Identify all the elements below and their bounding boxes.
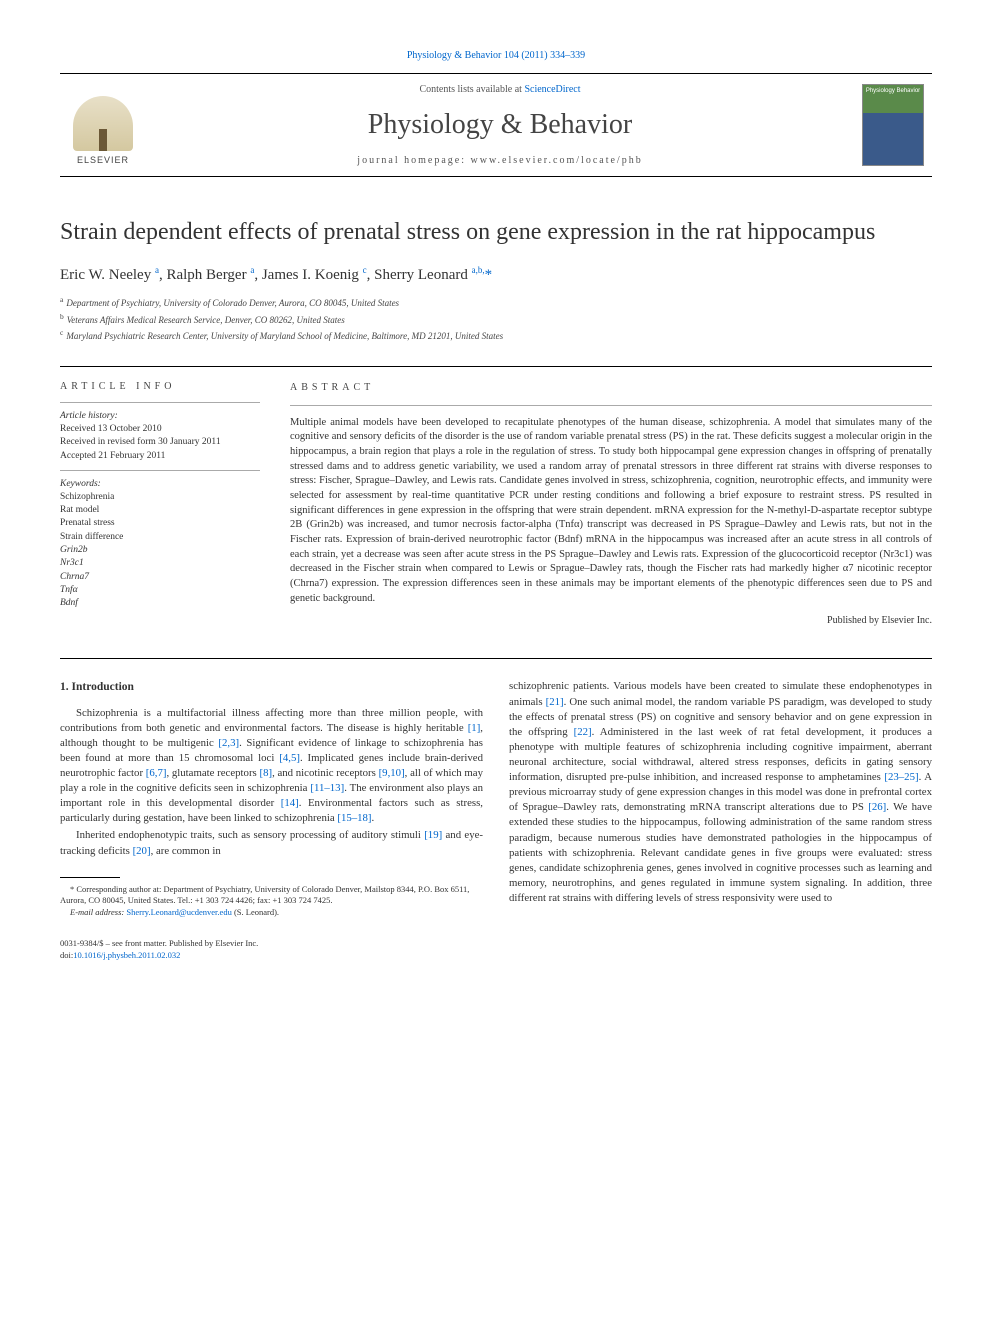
article-title: Strain dependent effects of prenatal str…: [60, 217, 932, 247]
keyword: Chrna7: [60, 571, 260, 584]
contents-line: Contents lists available at ScienceDirec…: [138, 84, 862, 95]
history-label: Article history:: [60, 411, 260, 421]
footnotes: * Corresponding author at: Department of…: [60, 884, 483, 918]
ref-link[interactable]: [4,5]: [279, 752, 300, 764]
divider: [60, 366, 932, 367]
article-info: ARTICLE INFO Article history: Received 1…: [60, 381, 260, 629]
authors-list: Eric W. Neeley a, Ralph Berger a, James …: [60, 267, 485, 283]
email-label: E-mail address:: [70, 907, 126, 917]
ref-link[interactable]: [14]: [281, 797, 299, 809]
affiliation-a: aDepartment of Psychiatry, University of…: [60, 294, 932, 311]
ref-link[interactable]: [15–18]: [337, 812, 371, 824]
aff-text: Maryland Psychiatric Research Center, Un…: [66, 331, 503, 341]
contents-prefix: Contents lists available at: [419, 84, 524, 95]
doi-label: doi:: [60, 950, 73, 960]
affiliations: aDepartment of Psychiatry, University of…: [60, 294, 932, 344]
bottom-info: 0031-9384/$ – see front matter. Publishe…: [60, 938, 483, 961]
header-center: Contents lists available at ScienceDirec…: [138, 84, 862, 166]
aff-sup: a: [60, 295, 63, 304]
aff-text: Veterans Affairs Medical Research Servic…: [67, 315, 345, 325]
footnote-divider: [60, 877, 120, 878]
page: Physiology & Behavior 104 (2011) 334–339…: [0, 0, 992, 1001]
paragraph: schizophrenic patients. Various models h…: [509, 679, 932, 906]
ref-link[interactable]: [19]: [424, 829, 442, 841]
keyword: Bdnf: [60, 597, 260, 610]
ref-link[interactable]: [2,3]: [218, 737, 239, 749]
keyword: Grin2b: [60, 544, 260, 557]
ref-link[interactable]: [21]: [546, 696, 564, 708]
body-text: , glutamate receptors: [166, 767, 259, 779]
affiliation-c: cMaryland Psychiatric Research Center, U…: [60, 327, 932, 344]
body-right-col: schizophrenic patients. Various models h…: [509, 679, 932, 961]
info-abstract-row: ARTICLE INFO Article history: Received 1…: [60, 381, 932, 629]
body-text: Schizophrenia is a multifactorial illnes…: [60, 707, 483, 734]
body-text: .: [372, 812, 375, 824]
keyword: Strain difference: [60, 531, 260, 544]
body-text: Inherited endophenotypic traits, such as…: [76, 829, 424, 841]
paragraph: Schizophrenia is a multifactorial illnes…: [60, 706, 483, 827]
keywords-list: Schizophrenia Rat model Prenatal stress …: [60, 491, 260, 611]
ref-link[interactable]: [26]: [868, 801, 886, 813]
paragraph: Inherited endophenotypic traits, such as…: [60, 828, 483, 858]
front-matter-line: 0031-9384/$ – see front matter. Publishe…: [60, 938, 483, 949]
email-who: (S. Leonard).: [232, 907, 279, 917]
ref-link[interactable]: [20]: [133, 845, 151, 857]
body-text: , are common in: [151, 845, 221, 857]
body-columns: 1. Introduction Schizophrenia is a multi…: [60, 679, 932, 961]
citation-link[interactable]: Physiology & Behavior 104 (2011) 334–339: [407, 50, 585, 61]
ref-link[interactable]: [23–25]: [884, 771, 918, 783]
journal-cover-thumb: Physiology Behavior: [862, 84, 924, 166]
history-received: Received 13 October 2010: [60, 423, 260, 437]
affiliation-b: bVeterans Affairs Medical Research Servi…: [60, 311, 932, 328]
ref-link[interactable]: [6,7]: [146, 767, 167, 779]
history-revised: Received in revised form 30 January 2011: [60, 436, 260, 450]
corresponding-author-mark[interactable]: *: [485, 267, 493, 283]
keyword: Tnfα: [60, 584, 260, 597]
email-link[interactable]: Sherry.Leonard@ucdenver.edu: [126, 907, 231, 917]
abstract-publisher: Published by Elsevier Inc.: [290, 614, 932, 628]
elsevier-logo: ELSEVIER: [68, 85, 138, 165]
homepage-url: www.elsevier.com/locate/phb: [471, 155, 643, 166]
cover-thumb-text: Physiology Behavior: [866, 88, 920, 94]
journal-header: ELSEVIER Contents lists available at Sci…: [60, 73, 932, 177]
corresponding-footnote: * Corresponding author at: Department of…: [60, 884, 483, 907]
keyword: Schizophrenia: [60, 491, 260, 504]
doi-line: doi:10.1016/j.physbeh.2011.02.032: [60, 950, 483, 961]
journal-title: Physiology & Behavior: [138, 109, 862, 141]
elsevier-tree-icon: [73, 96, 133, 151]
keyword: Prenatal stress: [60, 517, 260, 530]
article-info-label: ARTICLE INFO: [60, 381, 260, 392]
ref-link[interactable]: [9,10]: [379, 767, 405, 779]
history-accepted: Accepted 21 February 2011: [60, 450, 260, 464]
aff-sup: b: [60, 312, 64, 321]
body-text: . We have extended these studies to the …: [509, 801, 932, 904]
doi-link[interactable]: 10.1016/j.physbeh.2011.02.032: [73, 950, 180, 960]
top-citation-link[interactable]: Physiology & Behavior 104 (2011) 334–339: [60, 50, 932, 61]
aff-sup: c: [60, 328, 63, 337]
homepage-label: journal homepage:: [357, 155, 470, 166]
keyword: Nr3c1: [60, 557, 260, 570]
section-heading: 1. Introduction: [60, 679, 483, 695]
abstract-text: Multiple animal models have been develop…: [290, 416, 932, 607]
body-left-col: 1. Introduction Schizophrenia is a multi…: [60, 679, 483, 961]
ref-link[interactable]: [22]: [574, 726, 592, 738]
authors: Eric W. Neeley a, Ralph Berger a, James …: [60, 265, 932, 284]
ref-link[interactable]: [1]: [468, 722, 481, 734]
homepage-line: journal homepage: www.elsevier.com/locat…: [138, 155, 862, 166]
abstract: ABSTRACT Multiple animal models have bee…: [290, 381, 932, 629]
body-divider: [60, 658, 932, 659]
ref-link[interactable]: [8]: [259, 767, 272, 779]
elsevier-logo-text: ELSEVIER: [77, 155, 129, 165]
email-footnote: E-mail address: Sherry.Leonard@ucdenver.…: [60, 907, 483, 918]
aff-text: Department of Psychiatry, University of …: [66, 298, 399, 308]
body-text: , and nicotinic receptors: [272, 767, 379, 779]
sciencedirect-link[interactable]: ScienceDirect: [524, 84, 580, 95]
abstract-label: ABSTRACT: [290, 381, 932, 395]
ref-link[interactable]: [11–13]: [310, 782, 344, 794]
keywords-label: Keywords:: [60, 479, 260, 489]
keyword: Rat model: [60, 504, 260, 517]
